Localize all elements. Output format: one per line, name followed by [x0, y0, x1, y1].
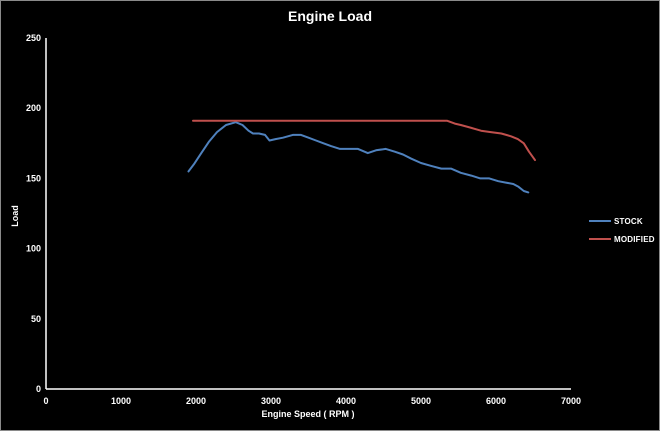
- modified-line-swatch: [589, 238, 611, 240]
- x-tick-label: 0: [43, 396, 48, 406]
- legend-item-modified: MODIFIED: [589, 230, 655, 248]
- legend-label-modified: MODIFIED: [614, 234, 655, 244]
- legend-item-stock: STOCK: [589, 212, 655, 230]
- x-tick-label: 1000: [111, 396, 131, 406]
- y-tick-label: 50: [31, 314, 41, 324]
- x-axis-title: Engine Speed ( RPM ): [261, 409, 355, 419]
- x-tick-label: 6000: [486, 396, 506, 406]
- stock-line-swatch: [589, 220, 611, 222]
- y-tick-label: 100: [26, 244, 41, 254]
- y-tick-label: 200: [26, 103, 41, 113]
- chart-title: Engine Load: [288, 8, 372, 24]
- x-tick-label: 2000: [186, 396, 206, 406]
- y-tick-label: 0: [36, 384, 41, 394]
- y-tick-label: 250: [26, 33, 41, 43]
- x-tick-label: 3000: [261, 396, 281, 406]
- y-tick-label: 150: [26, 173, 41, 183]
- x-tick-label: 4000: [336, 396, 356, 406]
- legend: STOCK MODIFIED: [589, 212, 655, 248]
- x-tick-label: 5000: [411, 396, 431, 406]
- modified-series-line: [192, 119, 536, 162]
- stock-series-line: [187, 121, 530, 194]
- x-tick-label: 7000: [561, 396, 581, 406]
- legend-label-stock: STOCK: [614, 216, 643, 226]
